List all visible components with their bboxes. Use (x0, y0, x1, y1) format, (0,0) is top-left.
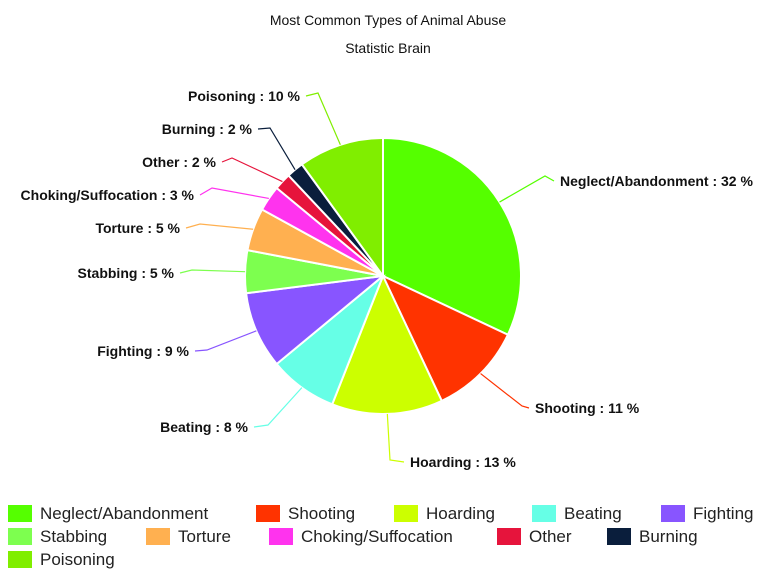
chart-subtitle: Statistic Brain (345, 40, 431, 56)
chart-legend: Neglect/Abandonment Shooting Hoarding Beati… (8, 503, 768, 570)
legend-label: Hoarding (426, 503, 495, 523)
connector-other (221, 157, 283, 183)
connector-shooting (480, 373, 530, 409)
connector-poisoning (305, 92, 341, 145)
chart-title: Most Common Types of Animal Abuse (269, 12, 507, 28)
legend-swatch (269, 528, 293, 545)
pie-slice-neglect-abandonment (382, 136, 522, 337)
legend-label: Torture (178, 526, 231, 546)
legend-label: Shooting (288, 503, 356, 523)
connector-fighting (194, 330, 257, 352)
legend-label: Other (529, 526, 572, 546)
data-label-other: Other : 2 % (142, 154, 216, 170)
pie-slice-hoarding (330, 273, 444, 415)
data-label-hoarding: Hoarding : 13 % (410, 454, 516, 470)
legend-swatch (8, 505, 32, 522)
legend-swatch (8, 528, 32, 545)
connector-stabbing (179, 269, 246, 274)
connector-hoarding (386, 413, 405, 463)
connector-choking-suffocation (199, 187, 269, 200)
data-label-poisoning: Poisoning : 10 % (188, 88, 301, 104)
legend-item-beating[interactable]: Beating (532, 503, 661, 524)
connector-burning (257, 127, 296, 170)
legend-label: Beating (564, 503, 622, 523)
data-label-shooting: Shooting : 11 % (535, 400, 640, 416)
legend-item-burning[interactable]: Burning (607, 526, 757, 547)
legend-swatch (661, 505, 685, 522)
legend-swatch (256, 505, 280, 522)
legend-item-other[interactable]: Other (497, 526, 607, 547)
legend-swatch (607, 528, 631, 545)
legend-item-choking-suffocation[interactable]: Choking/Suffocation (269, 526, 497, 547)
legend-item-stabbing[interactable]: Stabbing (8, 526, 146, 547)
data-label-torture: Torture : 5 % (95, 220, 180, 236)
legend-label: Fighting (693, 503, 754, 523)
legend-label: Choking/Suffocation (301, 526, 453, 546)
legend-item-fighting[interactable]: Fighting (661, 503, 761, 524)
data-label-stabbing: Stabbing : 5 % (78, 265, 175, 281)
legend-swatch (532, 505, 556, 522)
legend-swatch (394, 505, 418, 522)
legend-label: Neglect/Abandonment (40, 503, 209, 523)
connector-neglect-abandonment (499, 175, 555, 203)
data-label-fighting: Fighting : 9 % (97, 343, 189, 359)
legend-item-neglect-abandonment[interactable]: Neglect/Abandonment (8, 503, 256, 524)
data-label-choking-suffocation: Choking/Suffocation : 3 % (21, 187, 195, 203)
legend-label: Stabbing (40, 526, 108, 546)
legend-item-torture[interactable]: Torture (146, 526, 269, 547)
legend-item-hoarding[interactable]: Hoarding (394, 503, 532, 524)
legend-item-shooting[interactable]: Shooting (256, 503, 394, 524)
pie-chart: Neglect/Abandonment : 32 % Shooting : 11 … (21, 88, 754, 470)
data-label-neglect-abandonment: Neglect/Abandonment : 32 % (560, 173, 753, 189)
legend-label: Burning (639, 526, 698, 546)
legend-swatch (8, 551, 32, 568)
connector-torture (185, 223, 254, 230)
data-label-beating: Beating : 8 % (160, 419, 248, 435)
connector-beating (253, 387, 303, 428)
legend-item-poisoning[interactable]: Poisoning (8, 549, 168, 570)
pie-slice-poisoning (300, 136, 384, 280)
legend-label: Poisoning (40, 549, 115, 569)
legend-swatch (497, 528, 521, 545)
data-label-burning: Burning : 2 % (162, 121, 253, 137)
legend-swatch (146, 528, 170, 545)
